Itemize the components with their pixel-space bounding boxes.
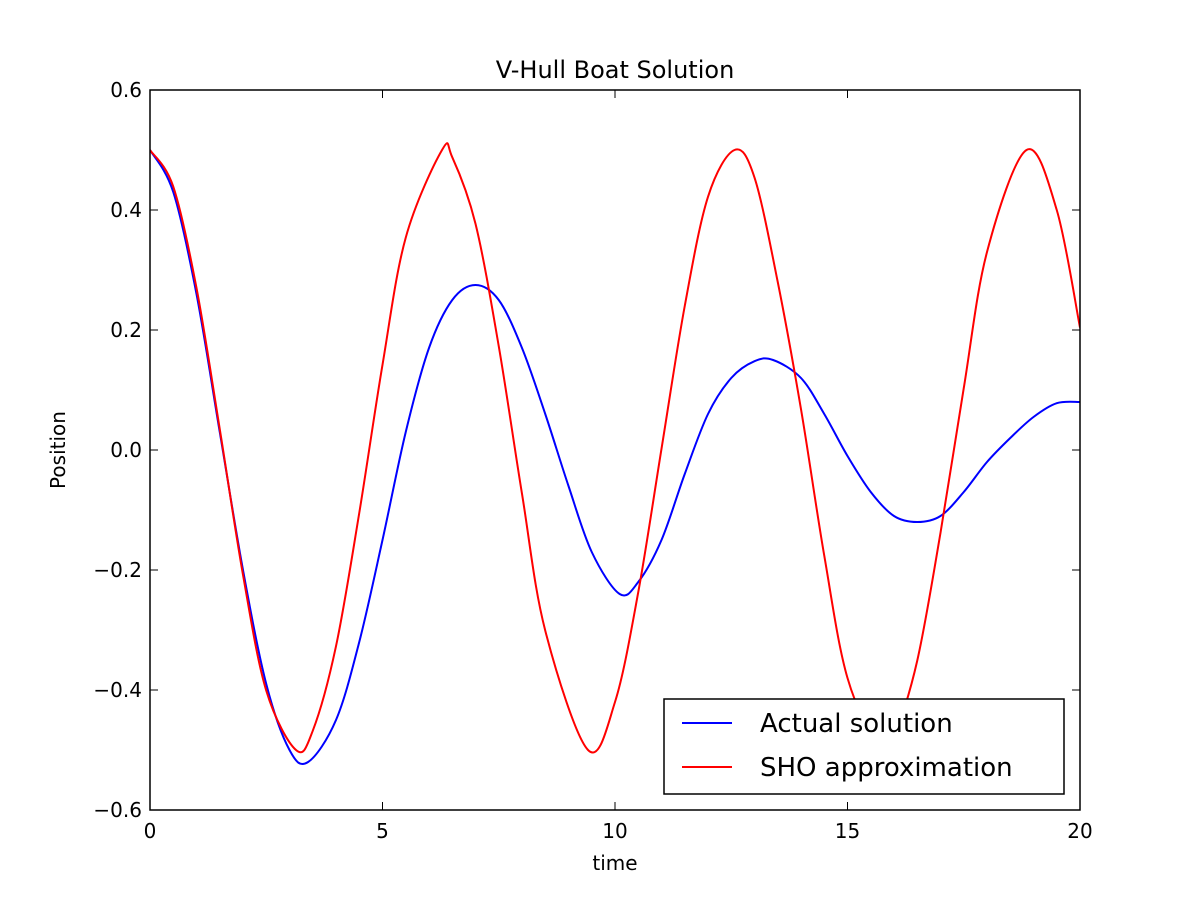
x-tick-label: 0 bbox=[144, 819, 157, 843]
legend-label: Actual solution bbox=[760, 709, 953, 739]
x-axis-ticks: 0 5 10 15 20 bbox=[144, 90, 1093, 843]
y-tick-label: 0.0 bbox=[110, 438, 142, 462]
y-tick-label: 0.6 bbox=[110, 78, 142, 102]
series-line-sho-approximation bbox=[150, 142, 1080, 756]
y-tick-label: −0.4 bbox=[93, 678, 142, 702]
series-line-actual-solution bbox=[150, 149, 1080, 766]
y-axis-ticks: −0.6 −0.4 −0.2 0.0 0.2 0.4 0.6 bbox=[93, 78, 1080, 822]
y-tick-label: −0.2 bbox=[93, 558, 142, 582]
y-axis-title: Position bbox=[46, 411, 70, 489]
y-tick-label: −0.6 bbox=[93, 798, 142, 822]
y-tick-label: 0.4 bbox=[110, 198, 142, 222]
x-axis-title: time bbox=[592, 851, 637, 875]
series-layer bbox=[150, 142, 1080, 766]
legend: Actual solution SHO approximation bbox=[663, 698, 1065, 795]
x-tick-label: 20 bbox=[1067, 819, 1092, 843]
legend-box bbox=[663, 698, 1065, 795]
x-tick-label: 15 bbox=[835, 819, 860, 843]
x-tick-label: 10 bbox=[602, 819, 627, 843]
chart-title: V-Hull Boat Solution bbox=[496, 56, 735, 84]
y-tick-label: 0.2 bbox=[110, 318, 142, 342]
legend-label: SHO approximation bbox=[760, 753, 1013, 783]
x-tick-label: 5 bbox=[376, 819, 389, 843]
plot-area-frame bbox=[149, 89, 1081, 811]
